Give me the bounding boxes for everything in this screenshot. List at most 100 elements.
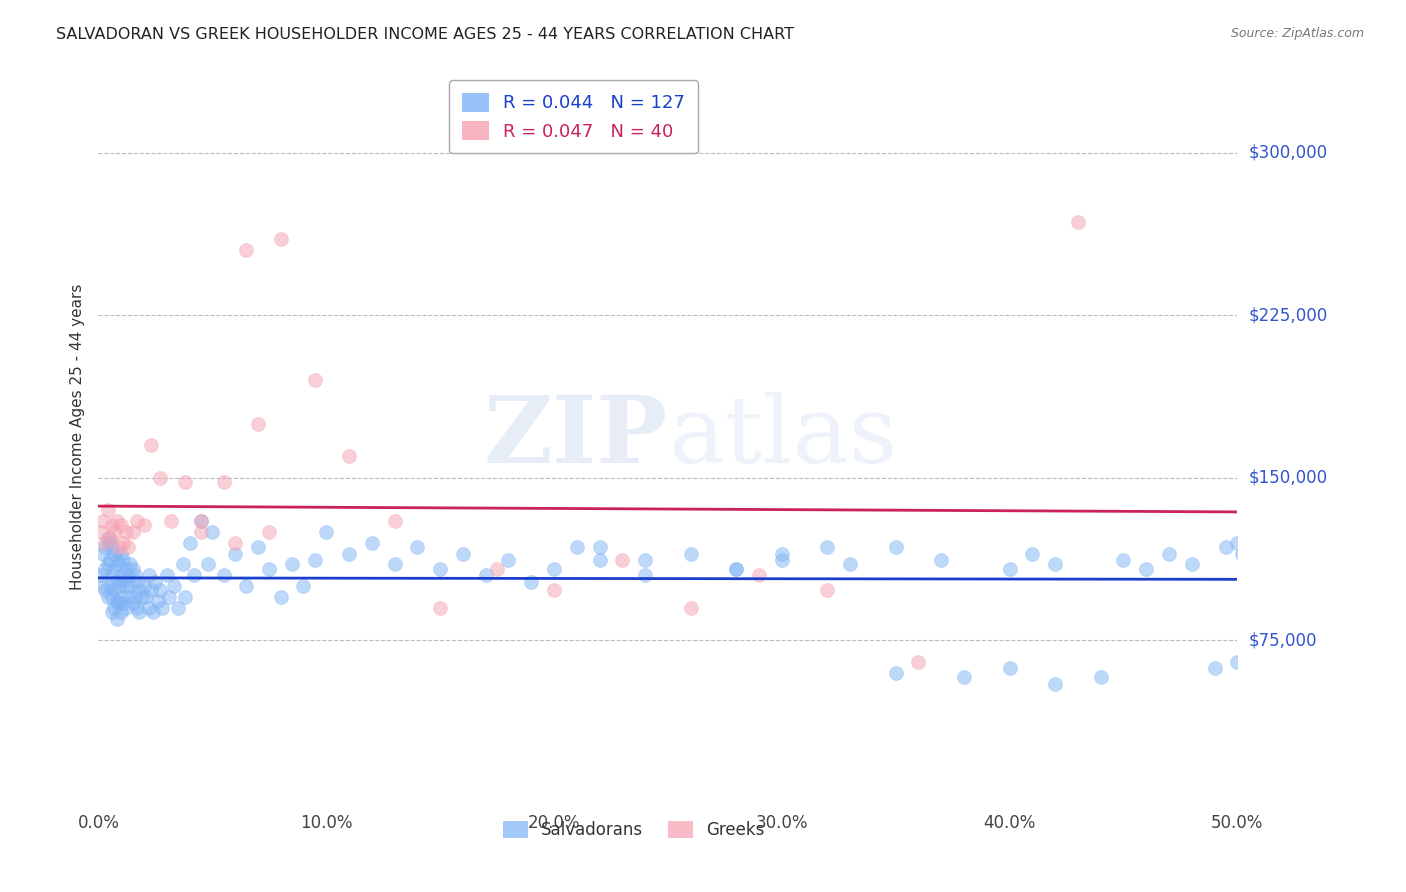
Point — [91, 514, 114, 528]
Point — [1226, 535, 1249, 549]
Text: $300,000: $300,000 — [1249, 144, 1327, 161]
Point — [235, 243, 257, 257]
Text: ZIP: ZIP — [484, 392, 668, 482]
Point — [679, 600, 702, 615]
Point — [108, 540, 131, 554]
Point — [98, 532, 121, 546]
Point — [131, 590, 153, 604]
Point — [1135, 562, 1157, 576]
Point — [815, 540, 838, 554]
Point — [1043, 558, 1066, 572]
Point — [127, 514, 149, 528]
Point — [103, 562, 125, 576]
Text: $225,000: $225,000 — [1249, 306, 1327, 324]
Text: SALVADORAN VS GREEK HOUSEHOLDER INCOME AGES 25 - 44 YEARS CORRELATION CHART: SALVADORAN VS GREEK HOUSEHOLDER INCOME A… — [56, 27, 794, 42]
Point — [146, 594, 169, 608]
Point — [197, 558, 219, 572]
Point — [1249, 558, 1271, 572]
Text: $150,000: $150,000 — [1249, 468, 1327, 487]
Point — [103, 547, 125, 561]
Point — [451, 547, 474, 561]
Point — [1021, 547, 1043, 561]
Point — [998, 661, 1021, 675]
Point — [142, 605, 165, 619]
Point — [953, 670, 976, 684]
Point — [103, 524, 125, 539]
Point — [112, 553, 135, 567]
Point — [156, 568, 179, 582]
Point — [132, 518, 155, 533]
Point — [1260, 535, 1282, 549]
Point — [884, 665, 907, 680]
Point — [259, 524, 281, 539]
Point — [124, 568, 146, 582]
Point — [839, 558, 862, 572]
Point — [486, 562, 509, 576]
Point — [150, 600, 173, 615]
Point — [108, 596, 131, 610]
Point — [224, 547, 246, 561]
Point — [315, 524, 337, 539]
Point — [162, 579, 184, 593]
Point — [117, 590, 139, 604]
Point — [94, 540, 117, 554]
Point — [114, 600, 136, 615]
Text: Source: ZipAtlas.com: Source: ZipAtlas.com — [1230, 27, 1364, 40]
Point — [588, 540, 610, 554]
Point — [270, 590, 292, 604]
Point — [474, 568, 496, 582]
Point — [360, 535, 382, 549]
Point — [815, 583, 838, 598]
Point — [103, 600, 125, 615]
Point — [725, 562, 748, 576]
Point — [1230, 547, 1253, 561]
Point — [498, 553, 520, 567]
Point — [212, 568, 235, 582]
Point — [259, 562, 281, 576]
Point — [1181, 558, 1204, 572]
Point — [1204, 661, 1226, 675]
Point — [124, 590, 146, 604]
Point — [128, 583, 150, 598]
Point — [103, 583, 125, 598]
Point — [998, 562, 1021, 576]
Point — [121, 596, 143, 610]
Point — [110, 605, 132, 619]
Point — [406, 540, 429, 554]
Point — [281, 558, 304, 572]
Point — [117, 540, 139, 554]
Point — [127, 600, 149, 615]
Point — [98, 553, 121, 567]
Point — [429, 562, 451, 576]
Point — [98, 535, 121, 549]
Point — [543, 562, 565, 576]
Point — [110, 568, 132, 582]
Point — [105, 574, 128, 589]
Y-axis label: Householder Income Ages 25 - 44 years: Householder Income Ages 25 - 44 years — [69, 284, 84, 591]
Point — [108, 558, 131, 572]
Point — [138, 600, 160, 615]
Point — [98, 579, 121, 593]
Point — [1112, 553, 1135, 567]
Point — [565, 540, 588, 554]
Point — [121, 524, 143, 539]
Point — [114, 579, 136, 593]
Point — [224, 535, 246, 549]
Point — [96, 503, 118, 517]
Point — [179, 535, 201, 549]
Point — [127, 574, 149, 589]
Point — [101, 605, 124, 619]
Point — [90, 524, 112, 539]
Point — [112, 596, 135, 610]
Point — [292, 579, 315, 593]
Point — [1090, 670, 1112, 684]
Point — [105, 553, 128, 567]
Point — [174, 475, 197, 489]
Point — [612, 553, 634, 567]
Point — [1226, 655, 1249, 669]
Point — [94, 562, 117, 576]
Point — [1253, 547, 1275, 561]
Point — [172, 558, 194, 572]
Point — [270, 232, 292, 246]
Legend: Salvadorans, Greeks: Salvadorans, Greeks — [496, 814, 772, 846]
